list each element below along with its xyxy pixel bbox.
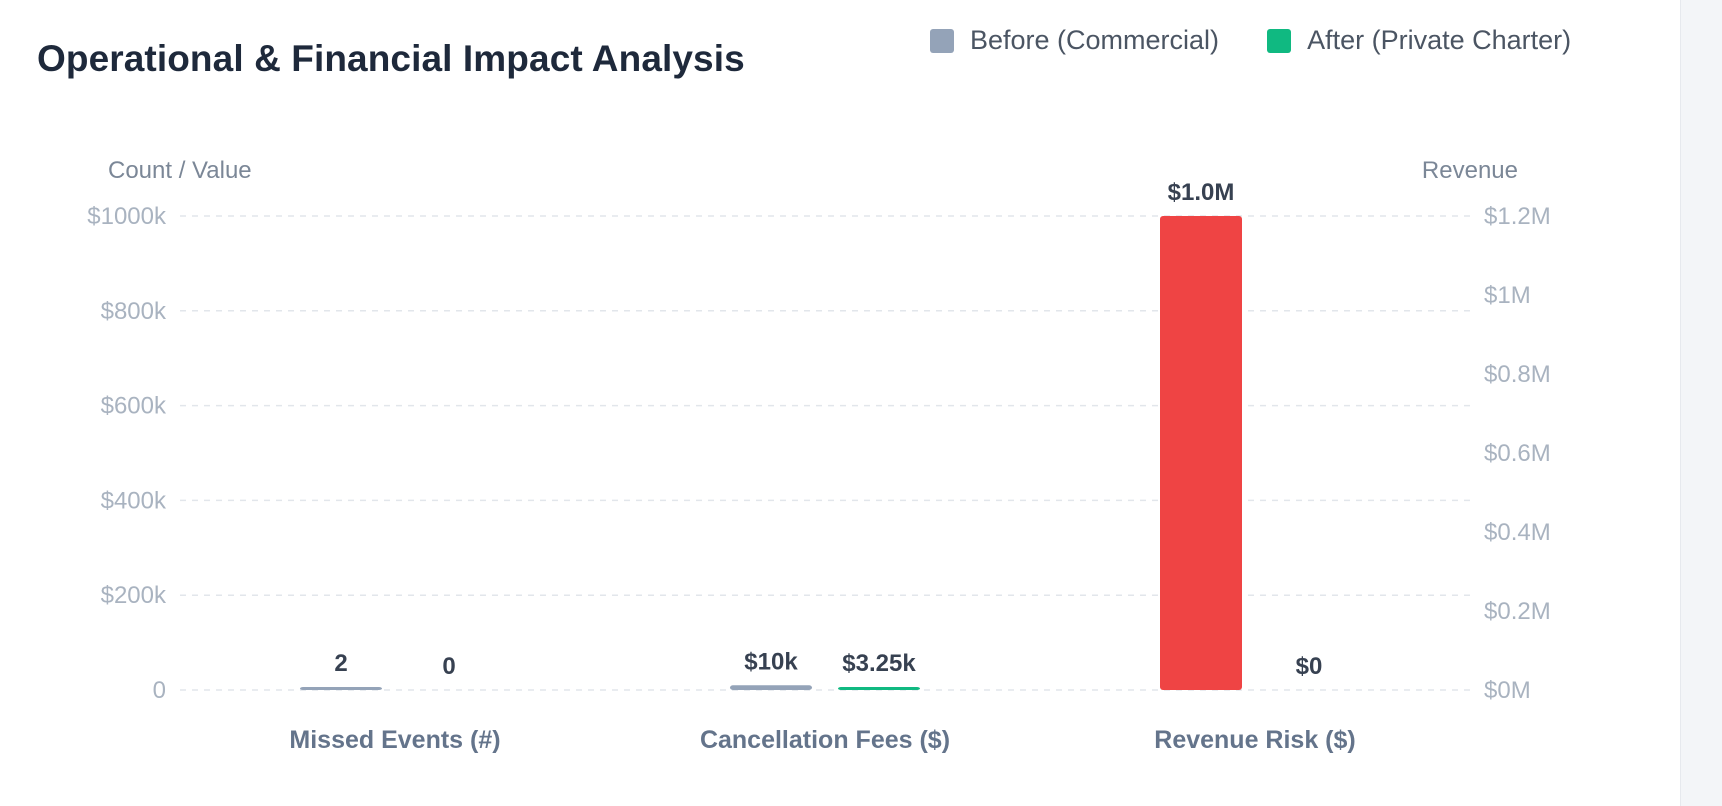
y-left-tick-label: $400k [101, 487, 167, 514]
y-left-tick-label: $200k [101, 582, 167, 609]
chart-legend: Before (Commercial) After (Private Chart… [930, 25, 1571, 56]
legend-label-after: After (Private Charter) [1307, 25, 1572, 55]
chart-title: Operational & Financial Impact Analysis [37, 38, 745, 79]
bar-chart: Count / Value Revenue 0 $200k $400k $600k $8… [87, 157, 1551, 754]
y-left-tick-label: $600k [101, 393, 167, 420]
y-right-tick-label: $0.2M [1484, 598, 1551, 625]
y-left-tick-label: 0 [153, 677, 166, 704]
scroll-gutter [1680, 0, 1722, 806]
y-right-tick-label: $1M [1484, 282, 1531, 309]
y-right-tick-label: $0M [1484, 677, 1531, 704]
y-axis-right-title: Revenue [1422, 157, 1518, 184]
legend-item-after[interactable]: After (Private Charter) [1267, 25, 1571, 56]
bar-before-1[interactable] [730, 685, 812, 690]
bar-after-1[interactable] [838, 687, 920, 690]
x-category-label-1: Cancellation Fees ($) [700, 726, 950, 754]
data-label-before-0: 2 [334, 650, 347, 677]
y-axis-left-title: Count / Value [108, 157, 252, 184]
y-left-tick-label: $800k [101, 298, 167, 325]
x-axis-categories: Missed Events (#) Cancellation Fees ($) Re… [289, 726, 1355, 754]
data-label-before-2: $1.0M [1168, 179, 1235, 206]
y-axis-left-ticks: 0 $200k $400k $600k $800k $1000k [87, 203, 167, 704]
y-axis-right-ticks: $0M $0.2M $0.4M $0.6M $0.8M $1M $1.2M [1484, 203, 1551, 704]
x-category-label-2: Revenue Risk ($) [1154, 726, 1355, 754]
legend-label-before: Before (Commercial) [970, 25, 1220, 55]
y-right-tick-label: $0.4M [1484, 519, 1551, 546]
bar-before-2[interactable] [1160, 216, 1242, 690]
legend-swatch-after [1267, 28, 1292, 53]
data-labels: 2 0 $10k $3.25k $1.0M $0 [334, 179, 1322, 680]
legend-item-before[interactable]: Before (Commercial) [930, 25, 1219, 56]
y-right-tick-label: $0.8M [1484, 361, 1551, 388]
x-category-label-0: Missed Events (#) [289, 726, 500, 754]
chart-card: Operational & Financial Impact Analysis … [37, 25, 1572, 754]
y-right-tick-label: $0.6M [1484, 440, 1551, 467]
data-label-after-1: $3.25k [842, 650, 916, 677]
y-left-tick-label: $1000k [87, 203, 167, 230]
data-label-after-2: $0 [1296, 653, 1323, 680]
bar-before-0[interactable] [300, 687, 382, 690]
data-label-before-1: $10k [744, 648, 798, 675]
grid-lines [180, 215, 1470, 691]
y-right-tick-label: $1.2M [1484, 203, 1551, 230]
data-label-after-0: 0 [442, 653, 455, 680]
legend-swatch-before [930, 28, 954, 53]
bars [300, 216, 1242, 690]
